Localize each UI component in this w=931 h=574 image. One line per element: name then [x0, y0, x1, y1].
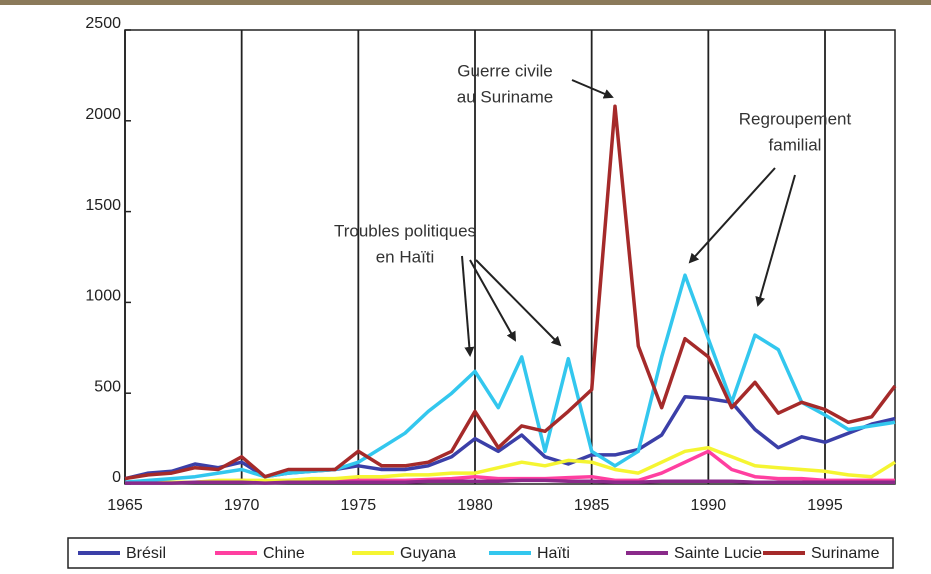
arrow: [571, 79, 614, 99]
annotation: Regroupement: [739, 109, 852, 128]
annotation: familial: [769, 135, 822, 154]
annotation: au Suriname: [457, 87, 553, 106]
y-tick-label: 1500: [85, 197, 121, 214]
series-line: [125, 478, 895, 485]
legend-label: Guyana: [400, 545, 456, 562]
y-tick-label: 500: [94, 378, 121, 395]
arrow: [461, 255, 475, 357]
legend: [67, 537, 894, 569]
legend-label: Haïti: [537, 545, 570, 562]
arrow: [469, 259, 516, 342]
arrow: [688, 167, 776, 264]
annotation: Troubles politiques: [334, 221, 476, 240]
plot-frame: [124, 29, 896, 485]
y-tick-label: 2500: [85, 15, 121, 32]
annotation: en Haïti: [376, 247, 435, 266]
x-tick-label: 1995: [807, 497, 843, 514]
x-tick-label: 1985: [574, 497, 610, 514]
x-tick-label: 1965: [107, 497, 143, 514]
y-tick-label: 1000: [85, 288, 121, 305]
legend-label: Suriname: [811, 545, 880, 562]
annotation: Guerre civile: [457, 61, 552, 80]
legend-label: Sainte Lucie: [674, 545, 762, 562]
series-line: [124, 395, 896, 481]
series-line: [125, 445, 896, 484]
legend-label: Brésil: [126, 545, 166, 562]
y-tick-label: 0: [112, 469, 121, 486]
arrow: [755, 174, 796, 307]
series-line: [124, 104, 897, 481]
x-tick-label: 1980: [457, 497, 493, 514]
x-tick-label: 1990: [691, 497, 727, 514]
y-tick-label: 2000: [85, 106, 121, 123]
arrow: [475, 259, 562, 347]
series-line: [124, 273, 896, 484]
x-tick-label: 1970: [224, 497, 260, 514]
top-band: [0, 0, 931, 5]
x-tick-label: 1975: [341, 497, 377, 514]
legend-label: Chine: [263, 545, 305, 562]
